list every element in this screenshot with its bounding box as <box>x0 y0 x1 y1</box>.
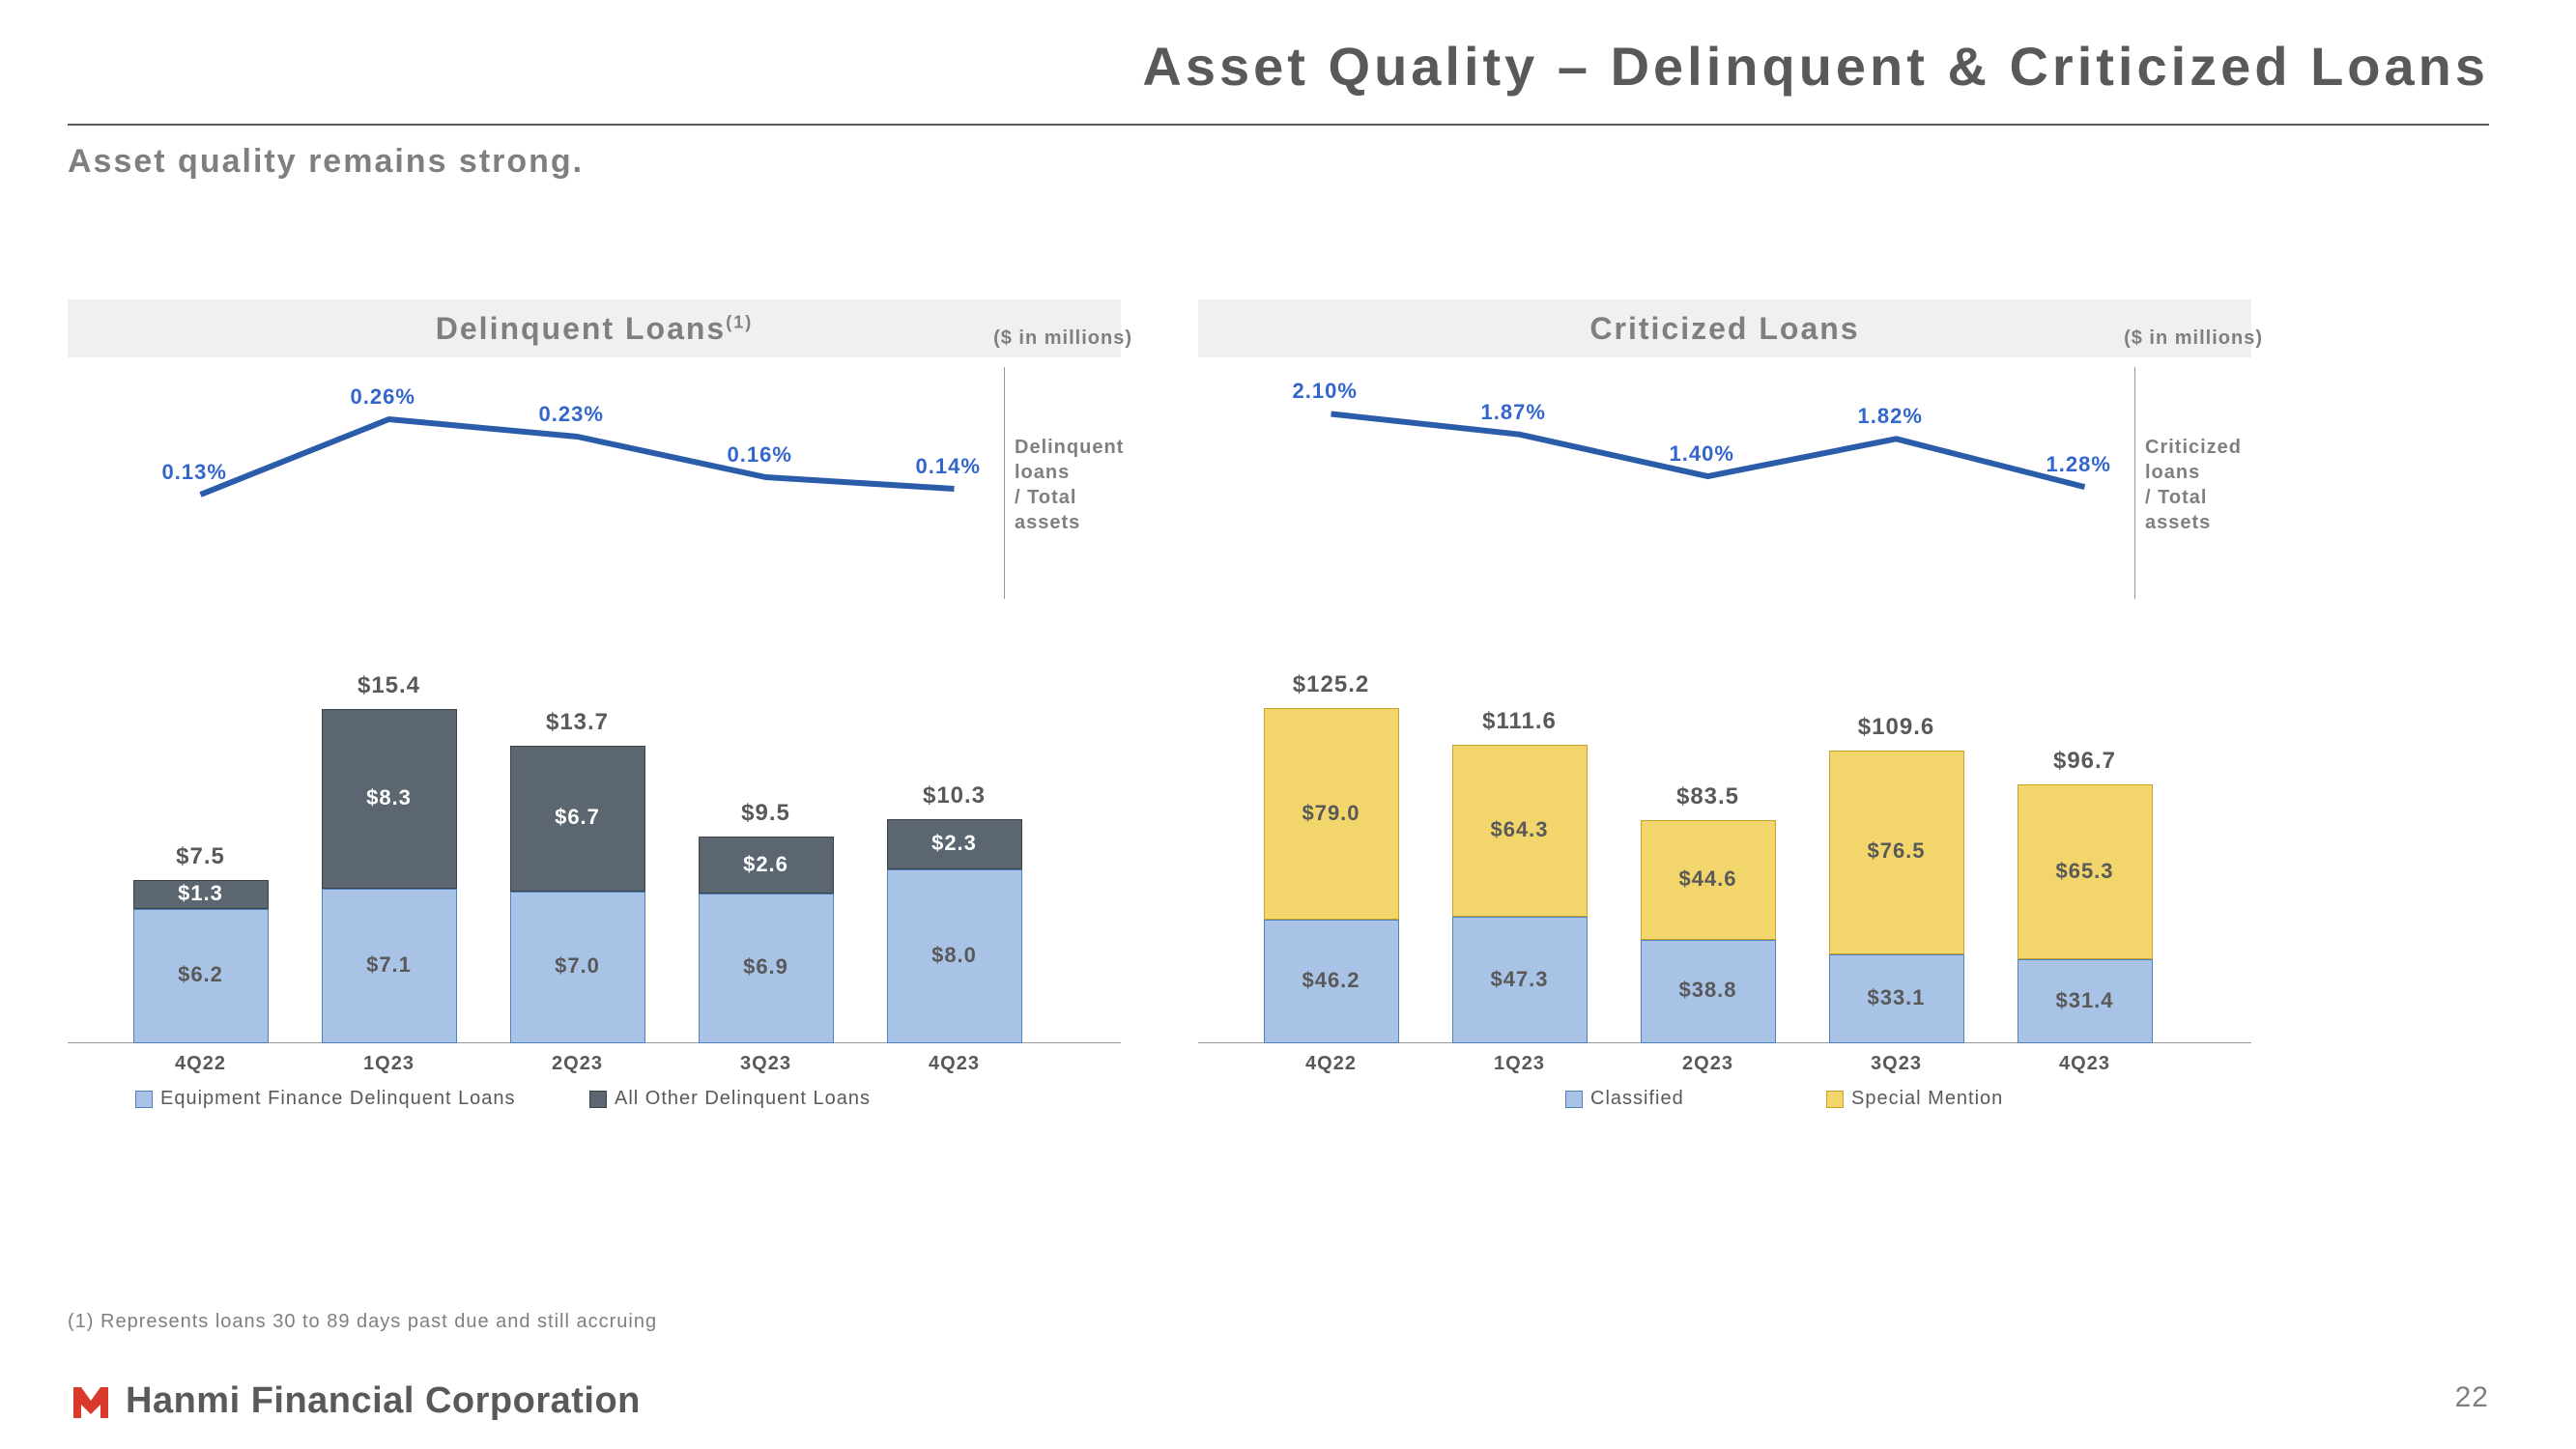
line-point-label: 1.87% <box>1481 400 1546 425</box>
line-point-label: 0.13% <box>162 460 227 485</box>
line-point-label: 0.23% <box>539 402 604 427</box>
line-chart-right: 2.10% 1.87% 1.40% 1.82% 1.28% Criticized loan… <box>1198 367 2251 599</box>
line-point-label: 0.16% <box>728 442 792 468</box>
line-point-label: 1.40% <box>1670 441 1734 467</box>
bar-chart-right: $46.2$79.0$125.2$47.3$64.3$111.6$38.8$44… <box>1198 676 2251 1043</box>
bar-value-top: $2.6 <box>699 852 834 877</box>
page-title: Asset Quality – Delinquent & Criticized … <box>1142 35 2489 98</box>
legend-swatch <box>589 1091 607 1108</box>
line-point-label: 1.28% <box>2046 452 2111 477</box>
bar-value-top: $44.6 <box>1641 867 1776 892</box>
legend-item: All Other Delinquent Loans <box>589 1088 871 1110</box>
bar-value-bottom: $7.1 <box>322 952 457 978</box>
bar-value-top: $79.0 <box>1264 801 1399 826</box>
criticized-panel: Criticized Loans ($ in millions) 2.10% 1.… <box>1198 299 2251 1126</box>
bar-total: $15.4 <box>322 672 457 699</box>
panel-header-right: Criticized Loans ($ in millions) <box>1198 299 2251 357</box>
legend-swatch <box>1565 1091 1583 1108</box>
x-axis-label: 4Q22 <box>1264 1053 1399 1075</box>
line-chart-left: 0.13% 0.26% 0.23% 0.16% 0.14% Delinquent loan… <box>68 367 1121 599</box>
bar-value-top: $8.3 <box>322 785 457 810</box>
bar-value-top: $76.5 <box>1829 838 1964 864</box>
legend-swatch <box>135 1091 153 1108</box>
hanmi-logo-icon <box>68 1379 114 1422</box>
x-axis-label: 3Q23 <box>699 1053 834 1075</box>
bar-value-top: $6.7 <box>510 805 645 830</box>
bar-total: $96.7 <box>2018 748 2153 775</box>
bar-value-bottom: $6.9 <box>699 954 834 980</box>
x-axis-label: 4Q23 <box>887 1053 1022 1075</box>
legend-item: Special Mention <box>1826 1088 2003 1110</box>
bar-total: $10.3 <box>887 782 1022 810</box>
legend-label: Equipment Finance Delinquent Loans <box>160 1088 516 1110</box>
bar-total: $109.6 <box>1829 714 1964 741</box>
legend-item: Equipment Finance Delinquent Loans <box>135 1088 516 1110</box>
line-point-label: 1.82% <box>1858 404 1923 429</box>
x-axis-label: 2Q23 <box>1641 1053 1776 1075</box>
panel-title-text: Delinquent Loans <box>436 311 726 346</box>
legend-swatch <box>1826 1091 1844 1108</box>
bar-value-top: $2.3 <box>887 831 1022 856</box>
line-side-label: Delinquent loans/ Total assets <box>1015 435 1124 535</box>
x-axis-label: 4Q23 <box>2018 1053 2153 1075</box>
legend-label: All Other Delinquent Loans <box>615 1088 871 1110</box>
subtitle: Asset quality remains strong. <box>68 143 584 181</box>
panel-header-left: Delinquent Loans(1) ($ in millions) <box>68 299 1121 357</box>
legend-label: Classified <box>1590 1088 1684 1110</box>
x-axis-label: 1Q23 <box>322 1053 457 1075</box>
bar-total: $7.5 <box>133 843 269 870</box>
bar-total: $9.5 <box>699 800 834 827</box>
bar-total: $125.2 <box>1264 671 1399 698</box>
bar-total: $13.7 <box>510 709 645 736</box>
bar-value-bottom: $8.0 <box>887 943 1022 968</box>
panel-units-right: ($ in millions) <box>2124 327 2263 350</box>
divider <box>68 124 2489 126</box>
footer: Hanmi Financial Corporation <box>68 1379 641 1422</box>
legend-label: Special Mention <box>1851 1088 2003 1110</box>
x-axis-label: 1Q23 <box>1452 1053 1588 1075</box>
legend-item: Classified <box>1565 1088 1684 1110</box>
bar-value-top: $65.3 <box>2018 859 2153 884</box>
x-axis-label: 2Q23 <box>510 1053 645 1075</box>
x-labels-right: 4Q22 1Q23 2Q23 3Q23 4Q23 <box>1198 1043 2251 1082</box>
panel-title-sup: (1) <box>726 312 753 331</box>
bar-value-bottom: $6.2 <box>133 962 269 987</box>
delinquent-panel: Delinquent Loans(1) ($ in millions) 0.13… <box>68 299 1121 1126</box>
bar-value-bottom: $33.1 <box>1829 985 1964 1010</box>
x-labels-left: 4Q22 1Q23 2Q23 3Q23 4Q23 <box>68 1043 1121 1082</box>
bar-value-bottom: $46.2 <box>1264 968 1399 993</box>
company-name: Hanmi Financial Corporation <box>126 1380 641 1422</box>
panel-units-left: ($ in millions) <box>993 327 1132 350</box>
bar-value-bottom: $38.8 <box>1641 978 1776 1003</box>
legend-right: Classified Special Mention <box>1198 1088 2251 1126</box>
bar-total: $111.6 <box>1452 708 1588 735</box>
bar-value-top: $64.3 <box>1452 817 1588 842</box>
panel-title-right: Criticized Loans <box>1589 311 1859 347</box>
line-point-label: 2.10% <box>1293 379 1358 404</box>
page-number: 22 <box>2455 1381 2489 1414</box>
line-point-label: 0.14% <box>916 454 981 479</box>
bar-value-top: $1.3 <box>133 881 269 906</box>
bar-total: $83.5 <box>1641 783 1776 810</box>
bar-chart-left: $6.2$1.3$7.5$7.1$8.3$15.4$7.0$6.7$13.7$6… <box>68 676 1121 1043</box>
legend-left: Equipment Finance Delinquent Loans All Ot… <box>68 1088 1121 1126</box>
bar-value-bottom: $7.0 <box>510 953 645 979</box>
bar-value-bottom: $47.3 <box>1452 967 1588 992</box>
x-axis-label: 4Q22 <box>133 1053 269 1075</box>
bar-value-bottom: $31.4 <box>2018 988 2153 1013</box>
x-axis-label: 3Q23 <box>1829 1053 1964 1075</box>
footnote: (1) Represents loans 30 to 89 days past … <box>68 1311 657 1333</box>
line-side-label: Criticized loans/ Total assets <box>2145 435 2251 535</box>
panel-title-left: Delinquent Loans(1) <box>436 311 753 347</box>
line-point-label: 0.26% <box>351 384 415 410</box>
